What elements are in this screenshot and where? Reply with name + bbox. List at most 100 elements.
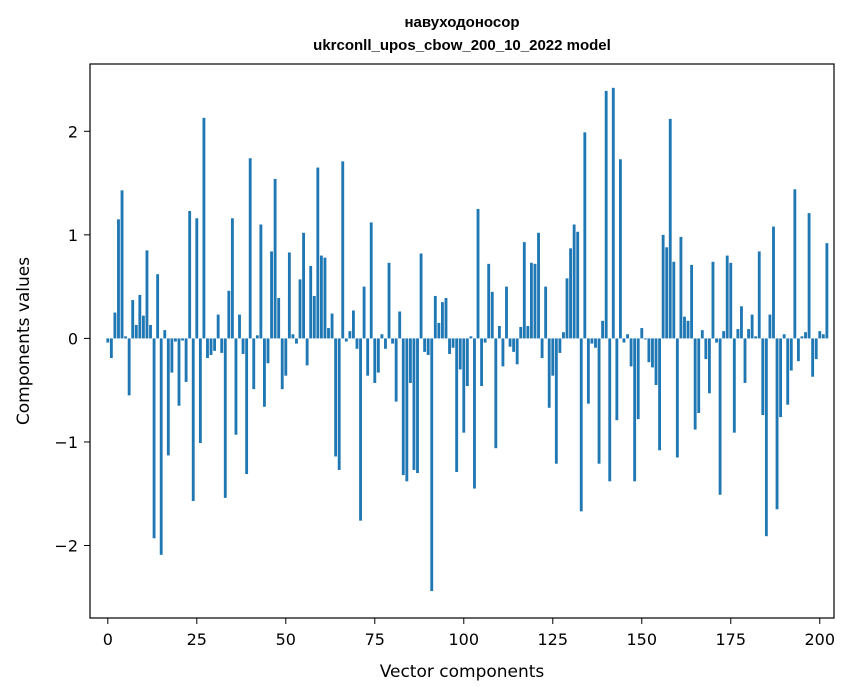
bar-99 [458,338,462,370]
bar-1 [109,338,113,359]
bar-23 [188,211,192,339]
bar-73 [366,338,370,376]
bar-47 [273,178,277,339]
bar-143 [615,338,619,421]
bar-65 [337,338,341,470]
bar-75 [373,338,377,383]
bar-95 [444,298,448,339]
bar-45 [266,338,270,364]
bar-55 [302,232,306,339]
bar-71 [359,338,362,521]
bar-15 [159,338,163,555]
bar-12 [149,324,152,339]
bar-84 [405,338,409,482]
bar-153 [651,338,654,368]
chart-title-line-2: ukrconll_upos_cbow_200_10_2022 model [313,37,611,54]
x-tick-label: 200 [804,630,835,649]
bar-36 [234,338,238,435]
bar-8 [134,324,138,339]
x-tick-label: 150 [626,630,657,649]
bar-27 [202,117,206,339]
bar-76 [376,338,380,373]
bar-198 [811,338,815,377]
bar-183 [757,251,761,339]
bar-166 [697,338,701,413]
bar-98 [455,338,459,472]
bar-46 [270,251,273,339]
bar-94 [441,302,444,339]
y-tick-label: 0 [68,329,78,348]
bar-124 [547,338,551,408]
bar-150 [640,328,644,339]
bar-80 [391,338,395,344]
bar-108 [490,291,494,339]
bar-168 [704,338,708,360]
bar-0 [106,338,110,343]
bar-89 [423,338,427,352]
bar-81 [394,338,398,402]
bar-11 [145,250,149,339]
bar-32 [220,338,224,353]
x-axis-ticks: 0 25 50 75 100 125 150 175 200 [103,618,835,649]
bar-192 [789,338,793,371]
bar-128 [562,332,565,339]
bar-67 [344,338,348,342]
bar-170 [711,261,715,339]
bar-152 [647,338,651,363]
bar-31 [216,314,220,339]
bar-158 [668,118,672,339]
bar-193 [793,189,797,339]
bar-196 [804,332,807,339]
bar-60 [319,255,323,339]
bar-43 [259,224,263,339]
bar-50 [284,338,288,376]
bar-110 [497,325,501,339]
bar-178 [740,306,743,339]
y-tick-label: −2 [54,537,78,556]
bar-104 [476,208,480,339]
bar-191 [786,338,790,405]
bar-102 [469,336,473,339]
y-axis-ticks: −2 −1 0 1 2 [54,122,90,556]
bar-7 [131,300,135,339]
bar-135 [586,338,590,404]
bar-5 [124,336,128,339]
bar-77 [380,334,384,339]
bar-37 [238,314,241,339]
bar-113 [508,338,512,347]
bar-101 [465,338,469,387]
bar-103 [473,338,476,489]
bar-91 [430,338,434,592]
bar-106 [483,338,487,343]
bar-133 [579,338,583,512]
bar-26 [198,338,202,443]
bar-49 [280,338,284,390]
bar-125 [551,338,555,376]
bar-34 [227,290,231,339]
bar-200 [818,331,822,339]
bar-197 [807,213,811,339]
bar-70 [355,338,359,349]
bar-172 [718,338,722,495]
bar-177 [736,329,740,339]
bar-20 [177,338,181,406]
bar-38 [241,338,245,354]
bar-155 [658,338,661,451]
bar-2 [113,312,117,339]
bar-117 [522,242,526,339]
bar-186 [768,314,772,339]
bar-169 [707,338,711,394]
bar-116 [519,327,523,339]
bar-48 [277,298,281,339]
bar-144 [618,159,622,339]
bar-174 [725,255,729,339]
bar-9 [138,294,142,339]
bar-127 [558,338,562,353]
bar-139 [601,320,605,339]
y-tick-label: 2 [68,122,78,141]
bar-42 [255,335,259,339]
bar-140 [604,90,608,339]
bar-18 [170,338,174,373]
bar-58 [312,295,316,339]
bar-190 [782,334,786,339]
